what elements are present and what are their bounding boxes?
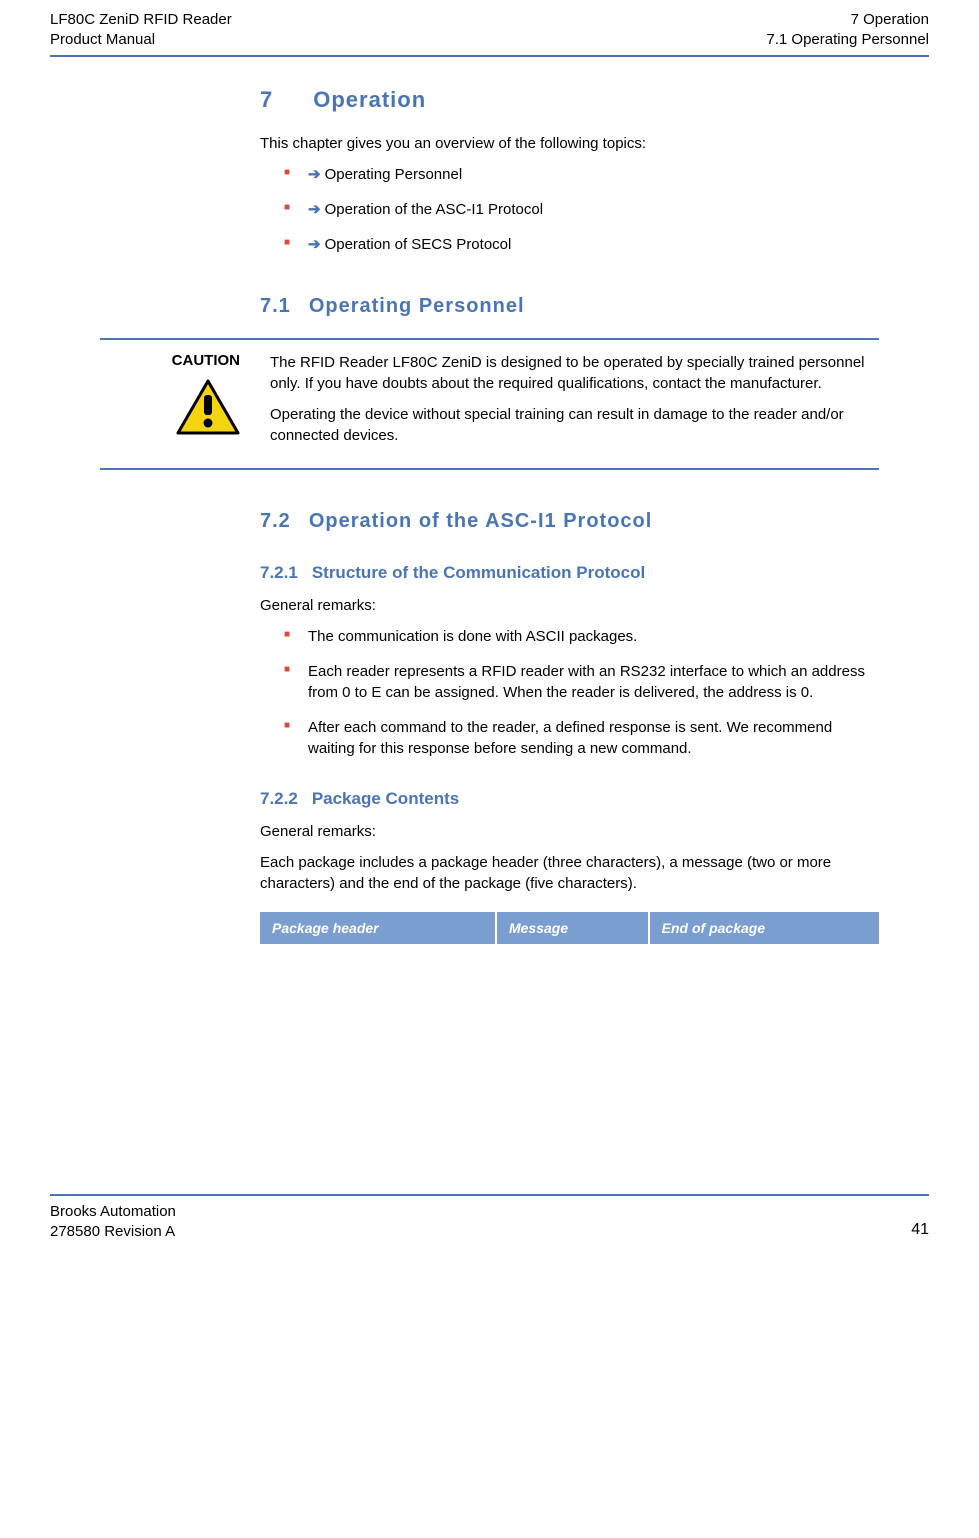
list-item: The communication is done with ASCII pac… [284,626,879,647]
caution-rule-top [100,338,879,340]
header-left-line1: LF80C ZeniD RFID Reader [50,10,232,30]
footer-left-line2: 278580 Revision A [50,1222,176,1242]
arrow-icon: ➔ [308,201,321,218]
subsection-7-2-2-lead: General remarks: [260,821,879,842]
section-number: 7.1 [260,295,291,317]
subsection-number: 7.2.1 [260,563,298,582]
toc-item-label[interactable]: Operation of the ASC-I1 Protocol [325,201,543,218]
list-item: ➔Operation of the ASC-I1 Protocol [284,199,879,220]
subsection-7-2-1-lead: General remarks: [260,595,879,616]
remarks-list-7-2-1: The communication is done with ASCII pac… [284,626,879,759]
header-right-line2: 7.1 Operating Personnel [766,30,929,50]
subsection-title-text: Package Contents [312,789,459,808]
footer-left-line1: Brooks Automation [50,1202,176,1222]
subsection-7-2-2-para: Each package includes a package header (… [260,852,879,894]
footer-rule [50,1194,929,1196]
section-title-text: Operation of the ASC-I1 Protocol [309,510,653,532]
arrow-icon: ➔ [308,236,321,253]
warning-triangle-icon [176,379,240,439]
caution-para-1: The RFID Reader LF80C ZeniD is designed … [270,352,879,394]
list-item: ➔Operating Personnel [284,164,879,185]
header-right-line1: 7 Operation [766,10,929,30]
caution-block: CAUTION The RFID Reader LF80C ZeniD is d… [50,338,929,470]
table-header-cell: Package header [260,912,496,944]
list-item: Each reader represents a RFID reader wit… [284,661,879,703]
remark-text: The communication is done with ASCII pac… [308,628,637,645]
package-structure-table: Package header Message End of package [260,912,879,944]
footer-left: Brooks Automation 278580 Revision A [50,1202,176,1241]
table-header-cell: Message [496,912,649,944]
caution-label: CAUTION [100,352,240,369]
chapter-heading: 7 Operation [260,87,879,113]
section-7-2-heading: 7.2 Operation of the ASC-I1 Protocol [260,510,879,533]
remark-text: After each command to the reader, a defi… [308,719,832,757]
toc-item-label[interactable]: Operation of SECS Protocol [325,236,512,253]
subsection-7-2-2-heading: 7.2.2 Package Contents [260,789,879,809]
header-left-line2: Product Manual [50,30,232,50]
subsection-7-2-1-heading: 7.2.1 Structure of the Communication Prot… [260,563,879,583]
chapter-intro: This chapter gives you an overview of th… [260,133,879,154]
footer-page-number: 41 [911,1220,929,1241]
subsection-title-text: Structure of the Communication Protocol [312,563,645,582]
caution-rule-bottom [100,468,879,470]
list-item: After each command to the reader, a defi… [284,717,879,759]
header-right: 7 Operation 7.1 Operating Personnel [766,10,929,49]
subsection-number: 7.2.2 [260,789,298,808]
table-header-cell: End of package [649,912,879,944]
header-left: LF80C ZeniD RFID Reader Product Manual [50,10,232,49]
section-7-1-heading: 7.1 Operating Personnel [260,295,879,318]
section-number: 7.2 [260,510,291,532]
chapter-toc-list: ➔Operating Personnel ➔Operation of the A… [284,164,879,255]
remark-text: Each reader represents a RFID reader wit… [308,663,865,701]
chapter-number: 7 [260,87,273,112]
section-title-text: Operating Personnel [309,295,525,317]
list-item: ➔Operation of SECS Protocol [284,234,879,255]
arrow-icon: ➔ [308,166,321,183]
caution-para-2: Operating the device without special tra… [270,404,879,446]
chapter-title-text: Operation [313,87,426,112]
toc-item-label[interactable]: Operating Personnel [325,166,463,183]
header-rule [50,55,929,57]
